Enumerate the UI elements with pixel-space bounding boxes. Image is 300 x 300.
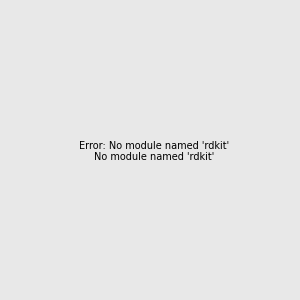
- Text: Error: No module named 'rdkit'
No module named 'rdkit': Error: No module named 'rdkit' No module…: [79, 141, 229, 162]
